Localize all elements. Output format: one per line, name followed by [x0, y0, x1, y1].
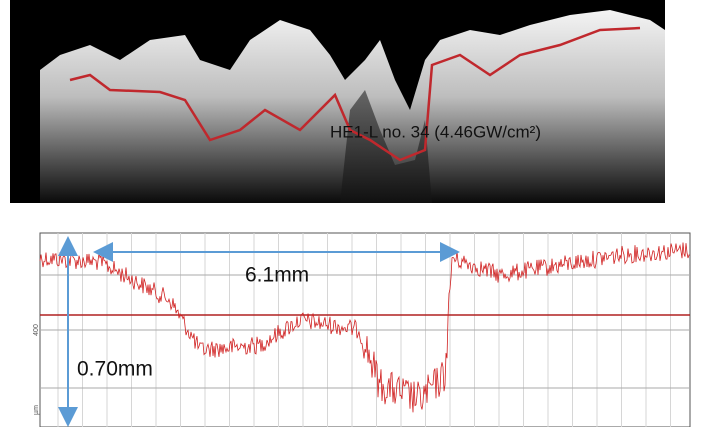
surface-pit — [340, 90, 432, 203]
axis-tick-label: 400 — [33, 324, 40, 336]
surface-terrain — [40, 10, 665, 203]
axis-unit-label: µm — [33, 405, 40, 415]
surface-label: HE1-L no. 34 (4.46GW/cm²) — [330, 122, 541, 141]
width-label: 6.1mm — [245, 264, 309, 287]
surface-profile-line — [69, 26, 641, 162]
depth-label: 0.70mm — [77, 358, 153, 381]
profile-trace — [39, 242, 691, 413]
